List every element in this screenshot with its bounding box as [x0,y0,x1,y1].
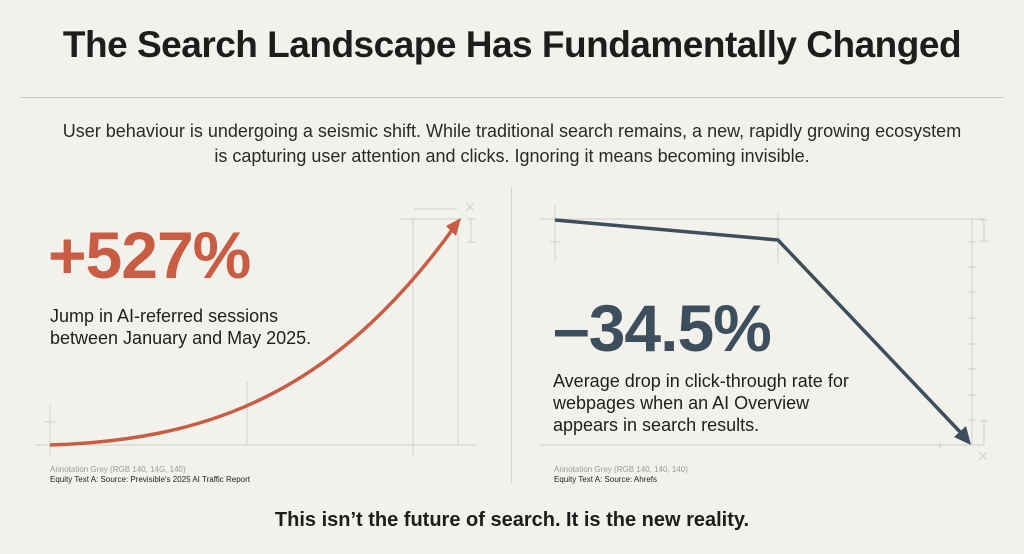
right-annotation: Annotation Grey (RGB 140, 140, 140) [554,465,688,474]
page-title: The Search Landscape Has Fundamentally C… [62,24,962,65]
left-source: Equity Text A: Source: Previsible's 2025… [50,475,250,484]
ctr-drop-description: Average drop in click-through rate for w… [553,371,849,435]
ctr-drop-stat: –34.5% [553,291,772,365]
right-source: Equity Text A: Source: Ahrefs [554,475,658,484]
growth-curve [49,224,457,447]
decline-line [554,218,964,436]
title-divider [20,97,1004,98]
down-arrow-icon [954,426,971,445]
left-annotation: Annotation Grey (RGB 140, 14G, 140) [50,465,186,474]
right-grid [540,205,988,461]
left-grid [35,202,476,456]
ai-sessions-stat: +527% [48,218,251,292]
panel-divider [511,188,512,483]
up-arrow-icon [446,218,461,236]
ai-sessions-description: Jump in AI-referred sessions between Jan… [50,306,312,348]
footer-tagline: This isn’t the future of search. It is t… [274,509,750,531]
intro-text: User behaviour is undergoing a seismic s… [62,121,962,166]
